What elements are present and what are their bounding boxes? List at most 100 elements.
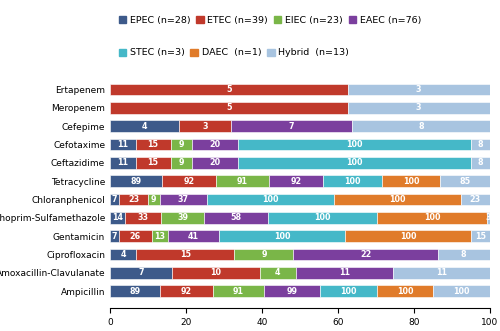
Text: 89: 89 xyxy=(130,287,141,296)
Bar xyxy=(110,285,160,297)
Text: 100: 100 xyxy=(454,287,470,296)
Text: 3: 3 xyxy=(202,121,208,131)
Text: 10: 10 xyxy=(210,268,222,277)
Bar xyxy=(110,212,126,224)
Text: 100: 100 xyxy=(402,177,419,186)
Text: 4: 4 xyxy=(275,268,280,277)
Text: 15: 15 xyxy=(475,232,486,241)
Bar xyxy=(192,157,238,169)
Bar xyxy=(110,138,136,150)
Bar xyxy=(212,285,264,297)
Text: 99: 99 xyxy=(286,287,298,296)
Bar xyxy=(472,138,490,150)
Bar xyxy=(192,138,238,150)
Text: 3: 3 xyxy=(416,85,422,94)
Text: 3: 3 xyxy=(486,213,491,222)
Text: 8: 8 xyxy=(418,121,424,131)
Bar xyxy=(320,285,376,297)
Bar xyxy=(160,194,206,206)
Text: 23: 23 xyxy=(470,195,481,204)
Bar xyxy=(160,285,212,297)
Text: 92: 92 xyxy=(184,177,194,186)
Bar xyxy=(136,249,234,260)
Bar xyxy=(172,267,260,279)
Bar xyxy=(377,212,486,224)
Text: 100: 100 xyxy=(346,158,363,167)
Bar xyxy=(260,267,296,279)
Bar xyxy=(376,285,434,297)
Text: 4: 4 xyxy=(120,250,126,259)
Text: 7: 7 xyxy=(112,195,117,204)
Text: 100: 100 xyxy=(389,195,406,204)
Bar xyxy=(296,267,393,279)
Text: 11: 11 xyxy=(118,140,128,149)
Text: 7: 7 xyxy=(138,268,143,277)
Bar xyxy=(238,138,472,150)
Bar xyxy=(438,249,490,260)
Bar xyxy=(110,83,348,95)
Text: 100: 100 xyxy=(344,177,360,186)
Bar xyxy=(220,230,346,242)
Bar xyxy=(206,194,334,206)
Bar xyxy=(461,194,490,206)
Text: 58: 58 xyxy=(230,213,241,222)
Text: 15: 15 xyxy=(180,250,191,259)
Text: 100: 100 xyxy=(400,232,416,241)
Text: 100: 100 xyxy=(424,213,440,222)
Text: 14: 14 xyxy=(112,213,123,222)
Bar xyxy=(148,194,160,206)
Bar xyxy=(110,267,172,279)
Bar xyxy=(110,120,179,132)
Bar xyxy=(110,194,119,206)
Bar xyxy=(136,157,170,169)
Bar xyxy=(382,175,440,187)
Bar xyxy=(216,175,270,187)
Bar xyxy=(334,194,461,206)
Text: 7: 7 xyxy=(288,121,294,131)
Text: 23: 23 xyxy=(128,195,139,204)
Text: 9: 9 xyxy=(178,158,184,167)
Bar xyxy=(264,285,320,297)
Text: 5: 5 xyxy=(226,103,232,112)
Text: 26: 26 xyxy=(130,232,140,241)
Bar xyxy=(231,120,352,132)
Bar xyxy=(136,138,170,150)
Text: 15: 15 xyxy=(148,158,158,167)
Text: 9: 9 xyxy=(261,250,266,259)
Text: 9: 9 xyxy=(178,140,184,149)
Bar xyxy=(110,230,119,242)
Bar xyxy=(162,175,216,187)
Bar xyxy=(162,212,204,224)
Bar xyxy=(393,267,490,279)
Bar xyxy=(119,230,152,242)
Bar xyxy=(352,120,490,132)
Bar xyxy=(152,230,168,242)
Text: 20: 20 xyxy=(210,158,220,167)
Bar xyxy=(110,157,136,169)
Bar xyxy=(346,230,471,242)
Bar xyxy=(126,212,162,224)
Text: 100: 100 xyxy=(274,232,290,241)
Bar xyxy=(204,212,268,224)
Text: 39: 39 xyxy=(178,213,188,222)
Bar xyxy=(119,194,148,206)
Text: 41: 41 xyxy=(188,232,199,241)
Bar xyxy=(434,285,490,297)
Text: 33: 33 xyxy=(138,213,149,222)
Bar xyxy=(472,157,490,169)
Text: 8: 8 xyxy=(478,140,484,149)
Text: 15: 15 xyxy=(148,140,158,149)
Text: 37: 37 xyxy=(178,195,188,204)
Bar xyxy=(110,175,162,187)
Text: 85: 85 xyxy=(460,177,470,186)
Text: 3: 3 xyxy=(416,103,422,112)
Text: 91: 91 xyxy=(233,287,244,296)
Bar xyxy=(268,212,377,224)
Bar xyxy=(294,249,438,260)
Text: 4: 4 xyxy=(142,121,148,131)
Legend: STEC (n=3), DAEC  (n=1), Hybrid  (n=13): STEC (n=3), DAEC (n=1), Hybrid (n=13) xyxy=(114,45,353,61)
Bar xyxy=(471,230,490,242)
Text: 100: 100 xyxy=(346,140,363,149)
Text: 100: 100 xyxy=(314,213,330,222)
Bar xyxy=(170,138,192,150)
